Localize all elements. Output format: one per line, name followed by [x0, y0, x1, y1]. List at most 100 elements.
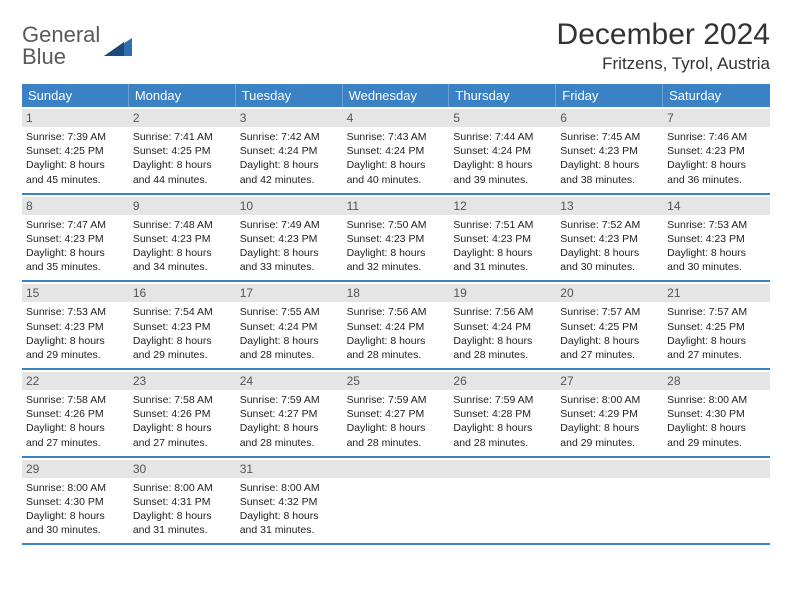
sunset-text: Sunset: 4:25 PM: [26, 144, 125, 158]
daylight-text: Daylight: 8 hours and 40 minutes.: [347, 158, 446, 186]
day-cell: 22Sunrise: 7:58 AMSunset: 4:26 PMDayligh…: [22, 370, 129, 456]
day-cell: 14 Sunrise: 7:53 AMSunset: 4:23 PMDayligh…: [663, 195, 770, 281]
daylight-text: Daylight: 8 hours and 27 minutes.: [26, 421, 125, 449]
day-number: 12: [449, 197, 556, 215]
sunset-text: Sunset: 4:23 PM: [240, 232, 339, 246]
daylight-text: Daylight: 8 hours and 29 minutes.: [667, 421, 766, 449]
day-number: 14: [663, 197, 770, 215]
weekday-header: Friday: [556, 84, 663, 107]
sunrise-text: Sunrise: 8:00 AM: [26, 481, 125, 495]
sunset-text: Sunset: 4:30 PM: [26, 495, 125, 509]
day-number: 18: [343, 284, 450, 302]
day-cell: 21Sunrise: 7:57 AMSunset: 4:25 PMDayligh…: [663, 282, 770, 368]
sunrise-text: Sunrise: 7:54 AM: [133, 305, 232, 319]
day-info: Sunrise: 7:39 AMSunset: 4:25 PMDaylight:…: [26, 130, 125, 187]
day-info: Sunrise: 7:59 AMSunset: 4:28 PMDaylight:…: [453, 393, 552, 450]
weekday-header: Tuesday: [236, 84, 343, 107]
day-number: 23: [129, 372, 236, 390]
day-number-empty: [449, 460, 556, 478]
day-cell: 30Sunrise: 8:00 AMSunset: 4:31 PMDayligh…: [129, 458, 236, 544]
sunrise-text: Sunrise: 7:47 AM: [26, 218, 125, 232]
sunset-text: Sunset: 4:23 PM: [667, 232, 766, 246]
logo-line1: General: [22, 24, 100, 46]
sunrise-text: Sunrise: 7:49 AM: [240, 218, 339, 232]
weekday-header: Sunday: [22, 84, 129, 107]
day-info: Sunrise: 7:52 AMSunset: 4:23 PMDaylight:…: [560, 218, 659, 275]
sunset-text: Sunset: 4:29 PM: [560, 407, 659, 421]
sunset-text: Sunset: 4:25 PM: [560, 320, 659, 334]
month-title: December 2024: [557, 18, 770, 52]
title-block: December 2024 Fritzens, Tyrol, Austria: [557, 18, 770, 74]
sunrise-text: Sunrise: 7:51 AM: [453, 218, 552, 232]
sunrise-text: Sunrise: 8:00 AM: [560, 393, 659, 407]
day-cell: 19Sunrise: 7:56 AMSunset: 4:24 PMDayligh…: [449, 282, 556, 368]
location: Fritzens, Tyrol, Austria: [557, 54, 770, 74]
day-cell: [663, 458, 770, 544]
sunrise-text: Sunrise: 8:00 AM: [667, 393, 766, 407]
day-cell: 2Sunrise: 7:41 AMSunset: 4:25 PMDaylight…: [129, 107, 236, 193]
day-cell: 20Sunrise: 7:57 AMSunset: 4:25 PMDayligh…: [556, 282, 663, 368]
day-number: 17: [236, 284, 343, 302]
day-number: 3: [236, 109, 343, 127]
day-info: Sunrise: 7:56 AMSunset: 4:24 PMDaylight:…: [453, 305, 552, 362]
day-cell: 6Sunrise: 7:45 AMSunset: 4:23 PMDaylight…: [556, 107, 663, 193]
sunset-text: Sunset: 4:24 PM: [453, 320, 552, 334]
day-info: Sunrise: 7:50 AMSunset: 4:23 PMDaylight:…: [347, 218, 446, 275]
weekday-header: Thursday: [449, 84, 556, 107]
day-cell: 28 Sunrise: 8:00 AMSunset: 4:30 PMDayligh…: [663, 370, 770, 456]
day-number: 4: [343, 109, 450, 127]
day-number: 28: [663, 372, 770, 390]
day-info: Sunrise: 8:00 AMSunset: 4:30 PMDaylight:…: [26, 481, 125, 538]
day-info: Sunrise: 7:46 AMSunset: 4:23 PMDaylight:…: [667, 130, 766, 187]
day-cell: 10Sunrise: 7:49 AMSunset: 4:23 PMDayligh…: [236, 195, 343, 281]
sunset-text: Sunset: 4:23 PM: [347, 232, 446, 246]
day-number: 25: [343, 372, 450, 390]
day-info: Sunrise: 7:59 AMSunset: 4:27 PMDaylight:…: [240, 393, 339, 450]
daylight-text: Daylight: 8 hours and 28 minutes.: [453, 334, 552, 362]
logo: General Blue: [22, 18, 132, 68]
day-info: Sunrise: 8:00 AMSunset: 4:32 PMDaylight:…: [240, 481, 339, 538]
daylight-text: Daylight: 8 hours and 30 minutes.: [26, 509, 125, 537]
sunset-text: Sunset: 4:23 PM: [26, 320, 125, 334]
sunrise-text: Sunrise: 7:59 AM: [347, 393, 446, 407]
day-number: 31: [236, 460, 343, 478]
daylight-text: Daylight: 8 hours and 28 minutes.: [240, 334, 339, 362]
day-cell: 29Sunrise: 8:00 AMSunset: 4:30 PMDayligh…: [22, 458, 129, 544]
day-cell: 15Sunrise: 7:53 AMSunset: 4:23 PMDayligh…: [22, 282, 129, 368]
day-number: 26: [449, 372, 556, 390]
sunset-text: Sunset: 4:32 PM: [240, 495, 339, 509]
day-cell: 11Sunrise: 7:50 AMSunset: 4:23 PMDayligh…: [343, 195, 450, 281]
day-cell: 18Sunrise: 7:56 AMSunset: 4:24 PMDayligh…: [343, 282, 450, 368]
sunrise-text: Sunrise: 7:58 AM: [133, 393, 232, 407]
day-info: Sunrise: 8:00 AMSunset: 4:29 PMDaylight:…: [560, 393, 659, 450]
sunrise-text: Sunrise: 7:55 AM: [240, 305, 339, 319]
day-number-empty: [343, 460, 450, 478]
daylight-text: Daylight: 8 hours and 44 minutes.: [133, 158, 232, 186]
sunset-text: Sunset: 4:23 PM: [133, 232, 232, 246]
sunrise-text: Sunrise: 7:48 AM: [133, 218, 232, 232]
daylight-text: Daylight: 8 hours and 42 minutes.: [240, 158, 339, 186]
day-info: Sunrise: 7:53 AMSunset: 4:23 PMDaylight:…: [667, 218, 766, 275]
daylight-text: Daylight: 8 hours and 38 minutes.: [560, 158, 659, 186]
day-number: 22: [22, 372, 129, 390]
sunset-text: Sunset: 4:23 PM: [560, 144, 659, 158]
day-info: Sunrise: 8:00 AMSunset: 4:31 PMDaylight:…: [133, 481, 232, 538]
daylight-text: Daylight: 8 hours and 39 minutes.: [453, 158, 552, 186]
day-number: 9: [129, 197, 236, 215]
sunrise-text: Sunrise: 8:00 AM: [133, 481, 232, 495]
week-row: 1Sunrise: 7:39 AMSunset: 4:25 PMDaylight…: [22, 107, 770, 195]
day-number: 16: [129, 284, 236, 302]
day-info: Sunrise: 8:00 AMSunset: 4:30 PMDaylight:…: [667, 393, 766, 450]
day-info: Sunrise: 7:59 AMSunset: 4:27 PMDaylight:…: [347, 393, 446, 450]
day-cell: 16Sunrise: 7:54 AMSunset: 4:23 PMDayligh…: [129, 282, 236, 368]
sunrise-text: Sunrise: 7:45 AM: [560, 130, 659, 144]
daylight-text: Daylight: 8 hours and 31 minutes.: [133, 509, 232, 537]
sunset-text: Sunset: 4:24 PM: [347, 320, 446, 334]
week-row: 8Sunrise: 7:47 AMSunset: 4:23 PMDaylight…: [22, 195, 770, 283]
daylight-text: Daylight: 8 hours and 31 minutes.: [453, 246, 552, 274]
sunset-text: Sunset: 4:26 PM: [26, 407, 125, 421]
day-info: Sunrise: 7:55 AMSunset: 4:24 PMDaylight:…: [240, 305, 339, 362]
day-number: 10: [236, 197, 343, 215]
sunrise-text: Sunrise: 7:56 AM: [347, 305, 446, 319]
day-cell: [343, 458, 450, 544]
